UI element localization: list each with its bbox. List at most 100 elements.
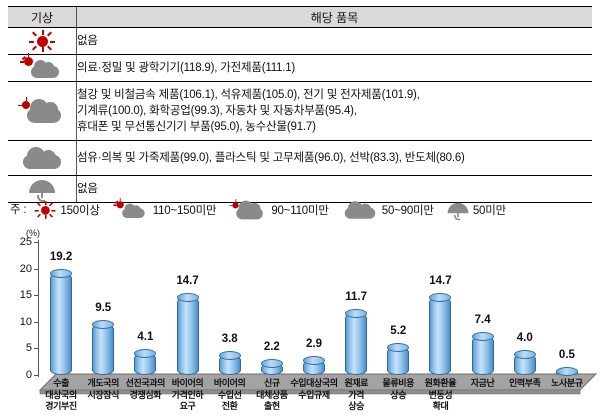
umbrella-icon	[29, 178, 55, 202]
y-axis-tick: 20	[19, 262, 32, 275]
items-cell: 섬유·의복 및 가죽제품(99.0), 플라스틱 및 고무제품(96.0), 선…	[76, 140, 592, 176]
bar-value-label: 2.9	[306, 337, 322, 350]
sun-behind-large-cloud-icon	[18, 97, 63, 124]
weather-cell-sun	[8, 27, 77, 55]
legend-label: 90~110미만	[271, 205, 329, 217]
bar	[176, 292, 199, 375]
y-axis-tick: 0	[25, 369, 32, 381]
bar-value-label: 14.7	[176, 274, 199, 287]
bar	[513, 349, 536, 375]
bar-top-ellipse	[471, 331, 494, 341]
y-axis-tick: 5	[25, 342, 32, 355]
bar-top-ellipse	[429, 292, 452, 302]
bar	[429, 292, 452, 375]
legend-label: 50~90미만	[381, 205, 434, 217]
bar-value-label: 7.4	[474, 313, 491, 326]
x-axis-label: 원재료 가격 상승	[344, 378, 368, 411]
bar-value-label: 9.5	[95, 302, 112, 315]
bar	[387, 343, 410, 375]
x-axis-label: 개도국의 시장잠식	[87, 378, 119, 400]
bar-top-ellipse	[387, 343, 410, 353]
y-axis-tick-mark	[34, 321, 38, 323]
bar-top-ellipse	[303, 355, 325, 365]
y-axis-line	[38, 240, 39, 377]
bar-top-ellipse	[345, 308, 368, 318]
table-row: 없음	[8, 175, 592, 203]
y-axis-tick-mark	[34, 348, 38, 350]
weather-cell-cloud	[8, 140, 77, 176]
legend-label: 150이상	[60, 205, 100, 217]
bar-value-label: 3.8	[221, 332, 238, 345]
bar-value-label: 4.1	[137, 331, 154, 344]
bar-chart: (%) 0 5 10 15 20 25 19.2 9.5 4.1 14.7 3.8 2.2 2.9 11…	[0, 228, 600, 419]
cloud-icon	[22, 147, 62, 169]
bar	[555, 367, 578, 376]
bar-top-ellipse	[50, 268, 73, 278]
table-header-row: 기상 해당 품목	[8, 6, 592, 28]
bar-value-label: 2.2	[263, 341, 280, 354]
bar-top-ellipse	[260, 359, 283, 369]
legend-label: 50미만	[472, 205, 506, 217]
x-axis-label: 선진국과의 경쟁심화	[125, 378, 166, 400]
bar-value-label: 11.7	[345, 290, 368, 303]
bar-top-ellipse	[513, 349, 536, 359]
items-cell: 철강 및 비철금속 제품(106.1), 석유제품(105.0), 전기 및 전…	[76, 81, 592, 141]
bar-value-label: 5.2	[390, 325, 407, 338]
table-row: 철강 및 비철금속 제품(106.1), 석유제품(105.0), 전기 및 전…	[8, 81, 592, 141]
sun-behind-large-cloud-icon	[229, 199, 265, 220]
bar	[92, 320, 115, 375]
table-row: 없음	[8, 27, 592, 55]
x-axis-label: 원화환율 변동성 확대	[424, 378, 457, 411]
legend-item-sun-behind-cloud: 110~150미만	[111, 198, 225, 222]
bar-value-label: 14.7	[429, 274, 452, 287]
x-axis-label: 바이어의 수입선 전환	[213, 378, 246, 411]
y-axis: 0 5 10 15 20 25	[0, 236, 38, 381]
sun-behind-cloud-icon	[113, 198, 147, 219]
x-axis-label: 노사분규	[551, 378, 583, 388]
bar	[471, 331, 494, 375]
bar	[50, 268, 73, 375]
y-axis-tick-mark	[34, 242, 38, 243]
bar-top-ellipse	[134, 349, 157, 359]
legend-label: 110~150미만	[152, 205, 217, 217]
x-axis-label: 자금난	[470, 378, 495, 388]
bar-top-ellipse	[218, 350, 241, 360]
x-axis-label: 바이어의 가격인하 요구	[171, 378, 204, 411]
chart-unit-label: (%)	[26, 228, 40, 238]
weather-cell-sun-behind-cloud	[8, 53, 77, 82]
x-axis-label: 수입대상국의 수입규제	[290, 378, 338, 400]
weather-cell-sun-behind-large-cloud	[8, 81, 77, 141]
bar	[218, 350, 241, 375]
x-axis-label: 인력부족	[508, 378, 541, 388]
bar-value-label: 0.5	[558, 349, 575, 361]
header-weather: 기상	[8, 6, 77, 28]
umbrella-icon	[447, 201, 469, 221]
weather-items-table: 기상 해당 품목 없음	[8, 6, 592, 203]
bar-value-label: 19.2	[49, 250, 73, 263]
table-row: 의료·정밀 및 광학기기(118.9), 가전제품(111.1)	[8, 53, 592, 82]
x-axis-label: 수출 대상국의 경기부진	[45, 378, 77, 411]
legend-item-sun: 150이상	[32, 199, 107, 221]
legend-item-sun-behind-large-cloud: 90~110미만	[227, 197, 336, 223]
y-axis-tick: 15	[19, 289, 32, 302]
x-axis-label: 물류비용 상승	[382, 378, 415, 400]
cloud-icon	[344, 201, 376, 219]
items-cell: 의료·정밀 및 광학기기(118.9), 가전제품(111.1)	[76, 54, 592, 82]
y-axis-tick: 25	[19, 236, 32, 248]
bar-top-ellipse	[92, 320, 115, 330]
sun-behind-cloud-icon	[20, 53, 62, 80]
sun-icon	[29, 30, 55, 52]
y-axis-tick-mark	[34, 268, 38, 270]
bar-value-label: 4.0	[516, 331, 533, 344]
header-items: 해당 품목	[76, 6, 592, 28]
y-axis-tick-mark	[34, 295, 38, 297]
x-axis-label: 신규 대체상품 출현	[256, 378, 288, 411]
weather-cell-umbrella	[8, 175, 77, 203]
table-row: 섬유·의복 및 가죽제품(99.0), 플라스틱 및 고무제품(96.0), 선…	[8, 140, 592, 176]
bar	[303, 355, 325, 375]
legend-note: 주 : 150이상 110~150미만 90~110미만	[10, 197, 596, 222]
items-cell: 없음	[76, 175, 592, 203]
note-prefix: 주 :	[10, 204, 27, 217]
sun-icon	[34, 201, 56, 219]
